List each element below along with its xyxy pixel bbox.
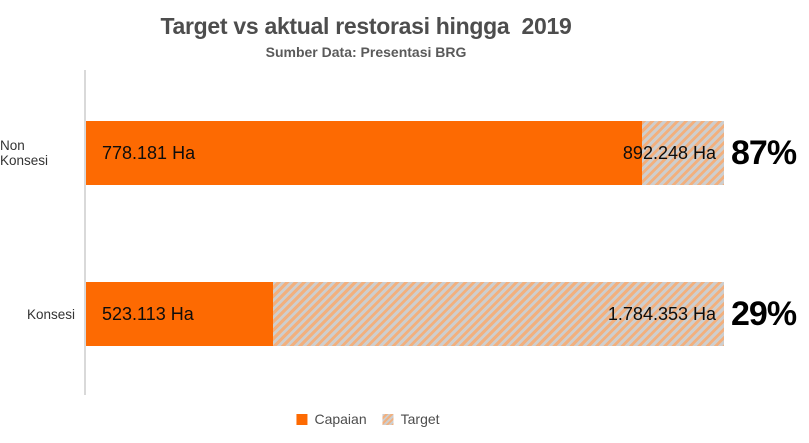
capaian-bar-konsesi: 523.113 Ha: [86, 282, 273, 346]
legend-item-capaian: Capaian: [296, 411, 367, 427]
category-label-non-konsesi: Non Konsesi: [0, 138, 49, 168]
percent-label-konsesi: 29%: [731, 294, 797, 333]
category-label-konsesi: Konsesi: [26, 306, 75, 322]
capaian-bar-non-konsesi: 778.181 Ha: [86, 121, 643, 185]
target-swatch-icon: [382, 413, 394, 425]
target-bar-non-konsesi: 778.181 Ha 892.248 Ha: [86, 121, 724, 185]
legend: Capaian Target: [296, 411, 440, 427]
capaian-value-label: 778.181 Ha: [102, 142, 196, 163]
target-value-label: 1.784.353 Ha: [607, 303, 716, 324]
target-bar-konsesi: 523.113 Ha 1.784.353 Ha: [86, 282, 724, 346]
capaian-value-label: 523.113 Ha: [102, 303, 194, 324]
target-value-label: 892.248 Ha: [622, 142, 716, 163]
legend-label-target: Target: [400, 411, 440, 427]
legend-item-target: Target: [382, 411, 440, 427]
legend-label-capaian: Capaian: [314, 411, 367, 427]
chart-subtitle: Sumber Data: Presentasi BRG: [265, 44, 467, 60]
y-axis-line: [84, 70, 86, 395]
percent-label-non-konsesi: 87%: [731, 133, 797, 172]
chart-title: Target vs aktual restorasi hingga 2019: [160, 13, 572, 39]
capaian-swatch-icon: [296, 413, 308, 425]
